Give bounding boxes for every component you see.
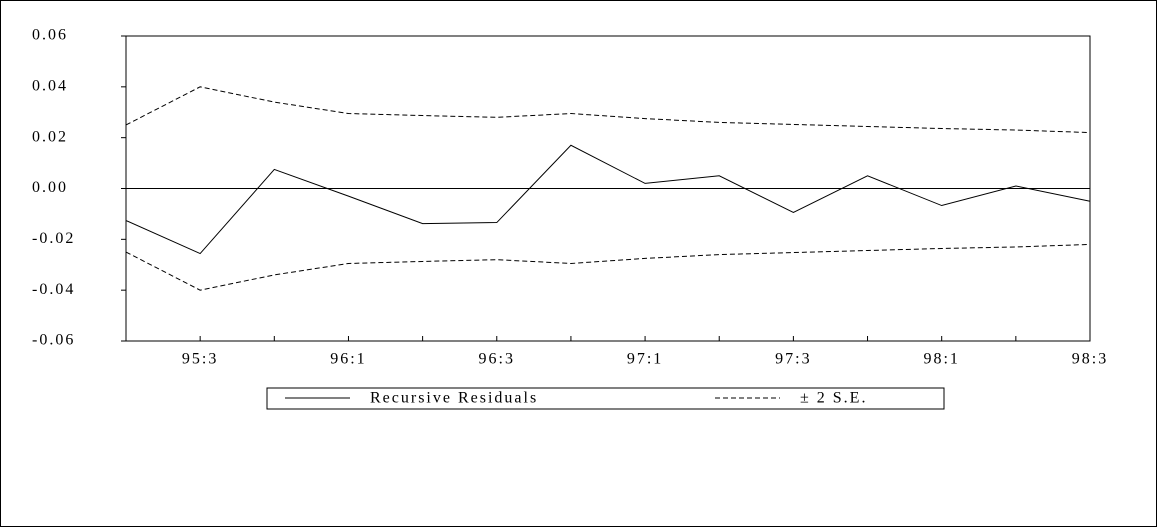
- y-tick-label: 0.06: [32, 27, 68, 44]
- series-line: [125, 144, 1091, 255]
- y-tick-label: 0.04: [32, 78, 68, 95]
- x-tick-label: 98:3: [1072, 351, 1108, 368]
- y-tick-label: -0.04: [32, 281, 75, 298]
- legend-label: Recursive Residuals: [370, 390, 538, 407]
- series-line: [125, 86, 1091, 134]
- y-tick-label: 0.02: [32, 128, 68, 145]
- series-line: [125, 243, 1091, 291]
- y-tick-label: -0.06: [32, 332, 75, 349]
- y-tick-label: -0.02: [32, 230, 75, 247]
- legend-label: ± 2 S.E.: [800, 390, 867, 407]
- x-tick-label: 97:1: [627, 351, 663, 368]
- x-tick-label: 96:1: [330, 351, 366, 368]
- x-tick-label: 95:3: [182, 351, 218, 368]
- y-tick-label: 0.00: [32, 179, 68, 196]
- x-tick-label: 96:3: [479, 351, 515, 368]
- legend: [266, 387, 945, 410]
- x-tick-label: 97:3: [775, 351, 811, 368]
- x-tick-label: 98:1: [923, 351, 959, 368]
